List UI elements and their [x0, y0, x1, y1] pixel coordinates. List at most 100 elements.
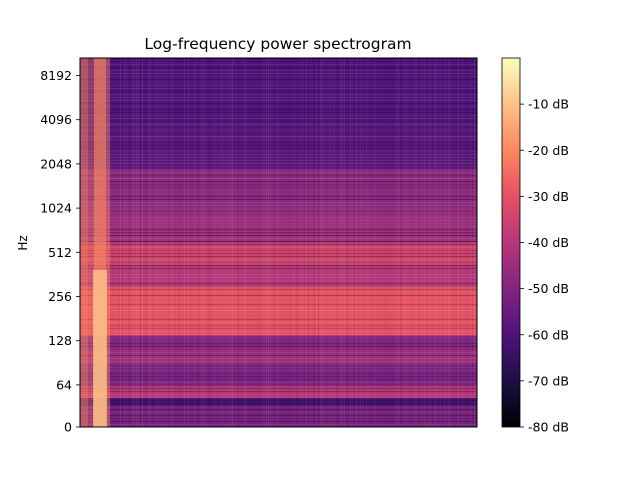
harmonic-stripe — [80, 199, 477, 200]
harmonic-stripe — [80, 181, 477, 182]
time-grain — [198, 58, 199, 427]
harmonic-stripe — [80, 223, 477, 224]
time-grain — [316, 58, 317, 427]
harmonic-stripe — [80, 418, 477, 419]
spectrogram-onset — [80, 58, 110, 427]
harmonic-stripe — [80, 127, 477, 128]
onset-column-1 — [88, 58, 94, 427]
time-grain — [288, 58, 289, 427]
time-grain — [178, 58, 179, 427]
time-grain — [306, 58, 307, 427]
harmonic-stripe — [80, 73, 477, 74]
y-tick-label: 8192 — [40, 68, 72, 83]
time-grain — [366, 58, 367, 427]
time-grain — [414, 58, 415, 427]
time-grain — [416, 58, 417, 427]
y-tick-label: 256 — [48, 289, 72, 304]
y-axis: 0 64 128 256 512 1024 2048 4096 8192 — [40, 68, 80, 435]
time-grain — [266, 58, 267, 427]
time-grain — [228, 58, 229, 427]
time-grain — [432, 58, 433, 427]
spectrogram-band-10 — [80, 168, 477, 211]
time-grain — [440, 58, 441, 427]
time-grain — [354, 58, 355, 427]
colorbar — [501, 57, 521, 428]
time-grain — [356, 58, 357, 427]
spectrogram-band-7 — [80, 264, 477, 287]
y-tick-label: 2048 — [40, 156, 72, 171]
harmonic-stripe — [80, 238, 477, 239]
time-grain — [454, 58, 455, 427]
harmonic-stripe — [80, 292, 477, 293]
time-grain — [386, 58, 387, 427]
harmonic-stripe — [80, 190, 477, 191]
time-grain — [168, 58, 169, 427]
time-grain — [360, 58, 361, 427]
harmonic-stripe — [80, 400, 477, 401]
time-grain — [466, 58, 467, 427]
time-grain — [224, 58, 225, 427]
harmonic-stripe — [80, 397, 477, 398]
harmonic-stripe — [80, 298, 477, 299]
time-grain — [120, 58, 121, 427]
time-grain — [402, 58, 403, 427]
time-grain — [452, 58, 453, 427]
time-grain — [428, 58, 429, 427]
harmonic-stripe — [80, 121, 477, 122]
onset-column-0 — [80, 58, 88, 427]
time-grain — [342, 58, 343, 427]
colorbar-tick-label: -60 dB — [528, 327, 569, 342]
time-grain — [294, 58, 295, 427]
time-grain — [124, 58, 125, 427]
harmonic-stripe — [80, 376, 477, 377]
harmonic-stripe — [80, 166, 477, 167]
time-grain — [192, 58, 193, 427]
time-grain — [362, 58, 363, 427]
time-grain — [340, 58, 341, 427]
harmonic-stripe — [80, 235, 477, 236]
time-grain — [204, 58, 205, 427]
time-grain — [312, 58, 313, 427]
time-grain — [216, 58, 217, 427]
time-grain — [234, 58, 235, 427]
harmonic-stripe — [80, 412, 477, 413]
time-grain — [412, 58, 413, 427]
harmonic-stripe — [80, 244, 477, 245]
time-grain — [430, 58, 431, 427]
harmonic-stripe — [80, 67, 477, 68]
harmonic-stripe — [80, 106, 477, 107]
time-grain — [218, 58, 219, 427]
time-grain — [144, 58, 145, 427]
harmonic-stripe — [80, 220, 477, 221]
time-grain — [230, 58, 231, 427]
y-tick-label: 512 — [48, 245, 72, 260]
harmonic-stripe — [80, 325, 477, 326]
time-grain — [424, 58, 425, 427]
time-grain — [336, 58, 337, 427]
time-grain — [276, 58, 277, 427]
time-grain — [212, 58, 213, 427]
harmonic-stripe — [80, 391, 477, 392]
time-grain — [398, 58, 399, 427]
harmonic-stripe — [80, 175, 477, 176]
harmonic-stripe — [80, 283, 477, 284]
y-axis-label: Hz — [16, 235, 30, 250]
harmonic-stripe — [80, 112, 477, 113]
time-grain — [314, 58, 315, 427]
harmonic-stripe — [80, 196, 477, 197]
time-grain — [434, 58, 435, 427]
spectrogram-band-0 — [80, 405, 477, 427]
time-grain — [184, 58, 185, 427]
harmonic-stripe — [80, 331, 477, 332]
time-grain — [302, 58, 303, 427]
harmonic-stripe — [80, 343, 477, 344]
time-grain — [442, 58, 443, 427]
plot-area — [80, 58, 477, 427]
harmonic-stripe — [80, 160, 477, 161]
time-grain — [280, 58, 281, 427]
harmonic-stripe — [80, 280, 477, 281]
plot-frame — [79, 57, 478, 428]
harmonic-stripe — [80, 322, 477, 323]
time-grain — [410, 58, 411, 427]
time-grain — [338, 58, 339, 427]
